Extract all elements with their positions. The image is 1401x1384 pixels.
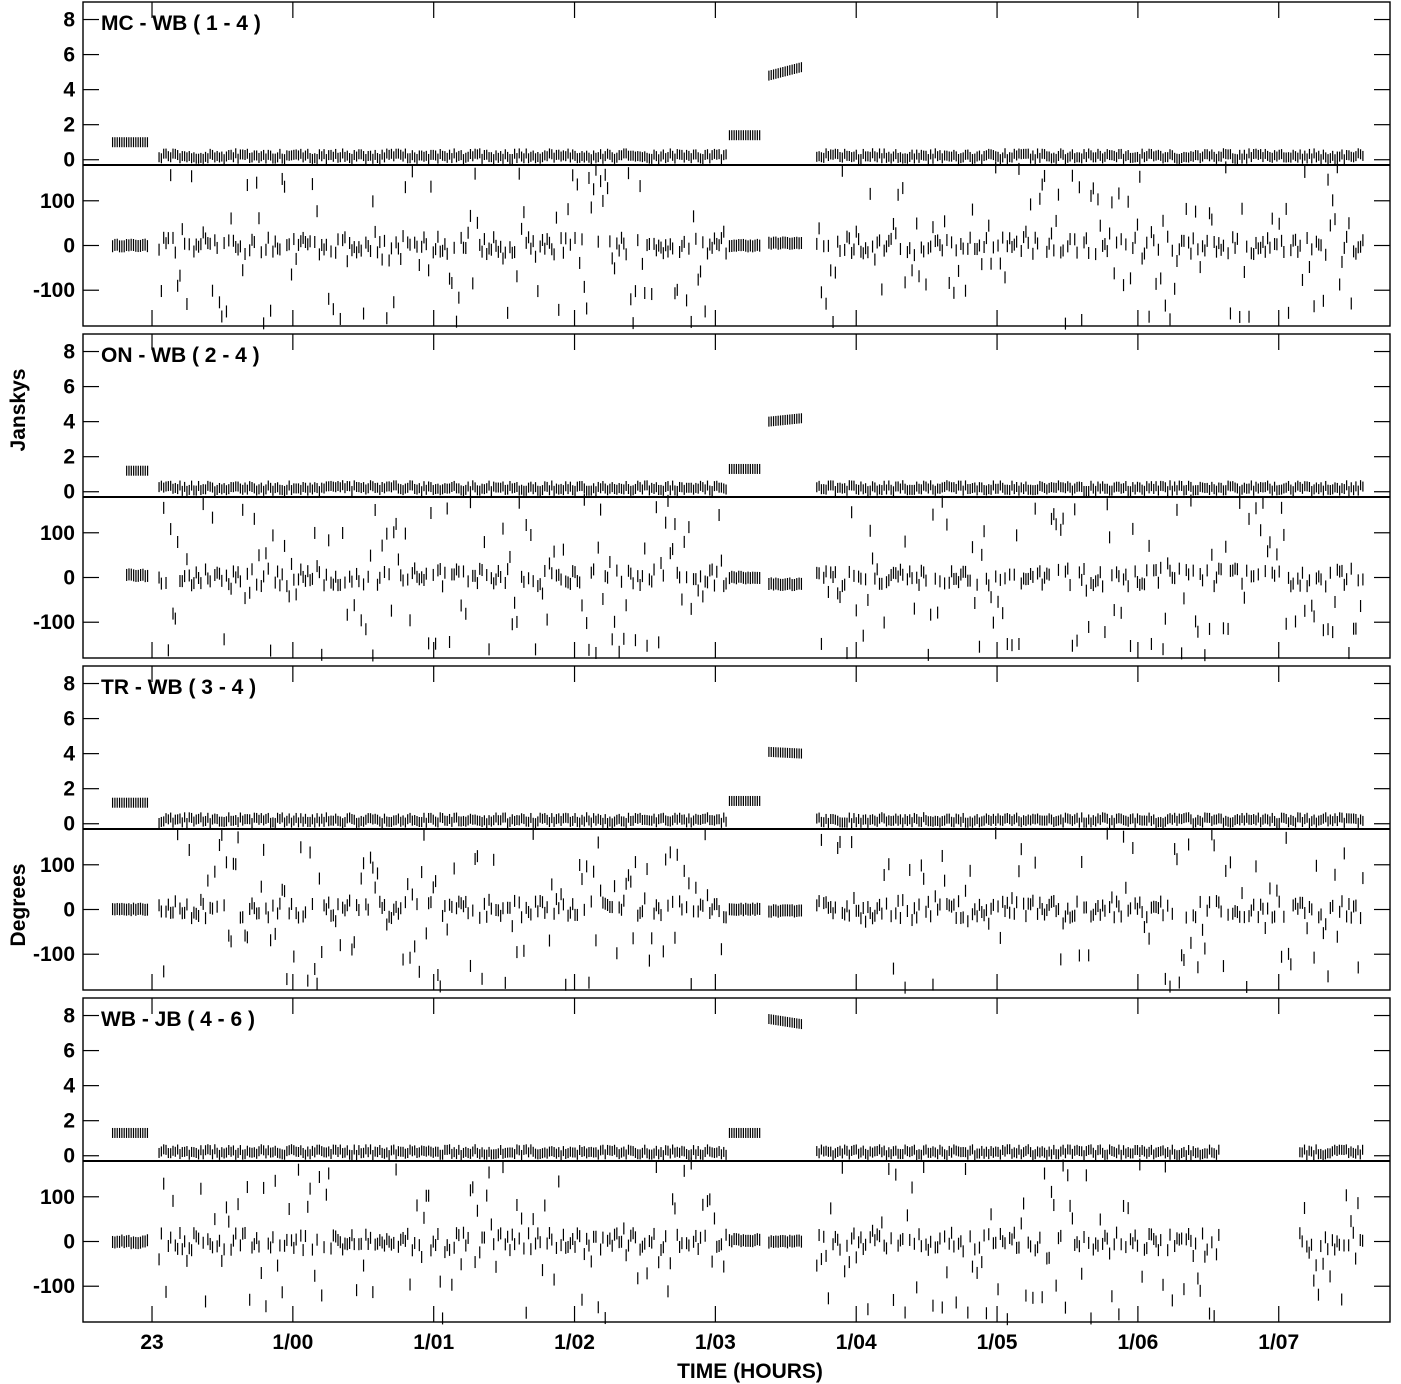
phase-tick-label: -100 — [33, 279, 75, 302]
baseline-panel: 8 6 4 2 0 100 0 -100 MC - WB ( 1 - 4 ) — [33, 1, 1391, 330]
x-tick-label: 1/07 — [1258, 1331, 1299, 1354]
x-tick-label: 1/00 — [272, 1331, 313, 1354]
x-axis-label: TIME (HOURS) — [677, 1360, 823, 1383]
amp-tick-label: 8 — [63, 1005, 75, 1028]
panels: 8 6 4 2 0 100 0 -100 MC - WB ( 1 - 4 ) 8 6 4 2 0 100 0 -… — [33, 1, 1391, 1326]
amp-tick-label: 4 — [63, 1075, 75, 1098]
amp-tick-label: 8 — [63, 9, 75, 32]
baseline-title: ON - WB ( 2 - 4 ) — [101, 344, 260, 367]
x-tick-label: 1/01 — [413, 1331, 454, 1354]
phase-tick-label: 100 — [40, 1186, 75, 1209]
amp-tick-label: 6 — [63, 708, 75, 731]
phase-tick-label: -100 — [33, 1275, 75, 1298]
x-tick-label: 1/03 — [695, 1331, 736, 1354]
baseline-panel: 8 6 4 2 0 100 0 -100 WB - JB ( 4 - 6 ) — [33, 997, 1391, 1326]
phase-tick-label: -100 — [33, 943, 75, 966]
amp-tick-label: 2 — [63, 1110, 75, 1133]
amp-tick-label: 6 — [63, 44, 75, 67]
amp-tick-label: 2 — [63, 446, 75, 469]
phase-tick-label: 0 — [63, 899, 75, 922]
amp-tick-label: 4 — [63, 411, 75, 434]
amp-tick-label: 6 — [63, 1040, 75, 1063]
baseline-panel: 8 6 4 2 0 100 0 -100 ON - WB ( 2 - 4 ) — [33, 333, 1391, 662]
x-tick-label: 1/06 — [1117, 1331, 1158, 1354]
amp-tick-label: 0 — [63, 481, 75, 504]
amp-tick-label: 8 — [63, 673, 75, 696]
x-tick-label: 1/02 — [554, 1331, 595, 1354]
amp-tick-label: 2 — [63, 778, 75, 801]
x-axis: 23 1/00 1/01 1/02 1/03 1/04 1/05 1/06 1/07 — [140, 1331, 1299, 1354]
phase-tick-label: 0 — [63, 1231, 75, 1254]
baseline-title: MC - WB ( 1 - 4 ) — [101, 12, 261, 35]
phase-tick-label: 0 — [63, 567, 75, 590]
phase-tick-label: 100 — [40, 854, 75, 877]
amp-tick-label: 0 — [63, 149, 75, 172]
baseline-panel: 8 6 4 2 0 100 0 -100 TR - WB ( 3 - 4 ) — [33, 665, 1391, 994]
amp-tick-label: 0 — [63, 1145, 75, 1168]
baseline-title: WB - JB ( 4 - 6 ) — [101, 1008, 255, 1031]
amp-tick-label: 2 — [63, 114, 75, 137]
x-tick-label: 1/05 — [977, 1331, 1018, 1354]
y-axis-label-phase: Degrees — [7, 864, 30, 947]
baseline-title: TR - WB ( 3 - 4 ) — [101, 676, 256, 699]
phase-tick-label: -100 — [33, 611, 75, 634]
amp-tick-label: 6 — [63, 376, 75, 399]
phase-tick-label: 100 — [40, 522, 75, 545]
amp-tick-label: 4 — [63, 743, 75, 766]
amp-tick-label: 0 — [63, 813, 75, 836]
phase-tick-label: 0 — [63, 235, 75, 258]
baseline-data — [111, 62, 1364, 330]
y-axis-label-amplitude: Janskys — [7, 369, 30, 452]
baseline-data — [126, 413, 1364, 662]
amp-tick-label: 8 — [63, 341, 75, 364]
phase-tick-label: 100 — [40, 190, 75, 213]
baseline-data — [111, 1014, 1364, 1326]
x-tick-label: 23 — [140, 1331, 163, 1354]
x-tick-label: 1/04 — [836, 1331, 877, 1354]
amp-tick-label: 4 — [63, 79, 75, 102]
baseline-data — [111, 746, 1364, 994]
